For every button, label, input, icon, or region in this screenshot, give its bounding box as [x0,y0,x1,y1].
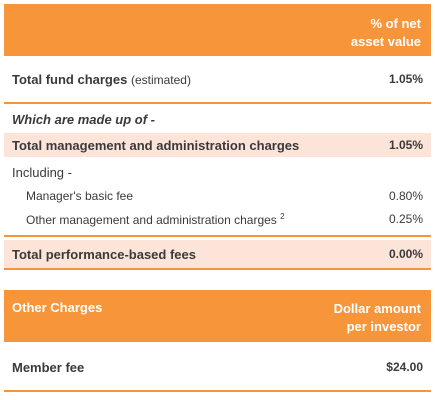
member-fee-value: $24.00 [386,360,423,374]
other-management-label: Other management and administration char… [12,212,285,227]
column-header-line2: per investor [346,319,421,334]
column-header-line1: Dollar amount [333,301,421,316]
column-header-net-asset: % of net asset value [351,15,421,51]
performance-fees-row: Total performance-based fees 0.00% [4,240,431,268]
basic-fee-label: Manager's basic fee [26,189,134,203]
including-label: Including - [12,164,72,180]
divider [4,102,431,104]
member-fee-label: Member fee [12,359,85,375]
divider [4,268,431,270]
divider [4,390,431,392]
made-up-of-row: Which are made up of - [4,107,431,131]
column-header-line1: % of net [370,16,421,31]
made-up-of-label: Which are made up of - [12,111,156,127]
performance-fees-label: Total performance-based fees [12,246,196,262]
other-charges-title: Other Charges [12,300,103,315]
other-charges-header: Other Charges Dollar amount per investor [4,290,431,342]
member-fee-row: Member fee $24.00 [4,352,431,382]
estimated-note: (estimated) [130,72,191,87]
fees-table-header: % of net asset value [4,4,431,56]
column-header-line2: asset value [350,34,421,49]
total-fund-charges-value: 1.05% [388,72,423,86]
other-management-text: Other management and administration char… [26,212,277,227]
other-management-row: Other management and administration char… [4,208,431,230]
basic-fee-row: Manager's basic fee 0.80% [4,185,431,207]
total-fund-charges-text: Total fund charges [12,71,128,87]
other-management-value: 0.25% [388,212,423,226]
performance-fees-value: 0.00% [388,247,423,261]
total-fund-charges-label: Total fund charges (estimated) [12,72,191,87]
column-header-dollar-amount: Dollar amount per investor [334,300,421,336]
total-management-label: Total management and administration char… [12,137,300,153]
basic-fee-value: 0.80% [388,189,423,203]
footnote-marker: 2 [280,211,285,221]
total-fund-charges-row: Total fund charges (estimated) 1.05% [4,64,431,94]
total-management-row: Total management and administration char… [4,133,431,157]
divider [4,235,431,237]
total-management-value: 1.05% [388,138,423,152]
including-row: Including - [4,160,431,184]
